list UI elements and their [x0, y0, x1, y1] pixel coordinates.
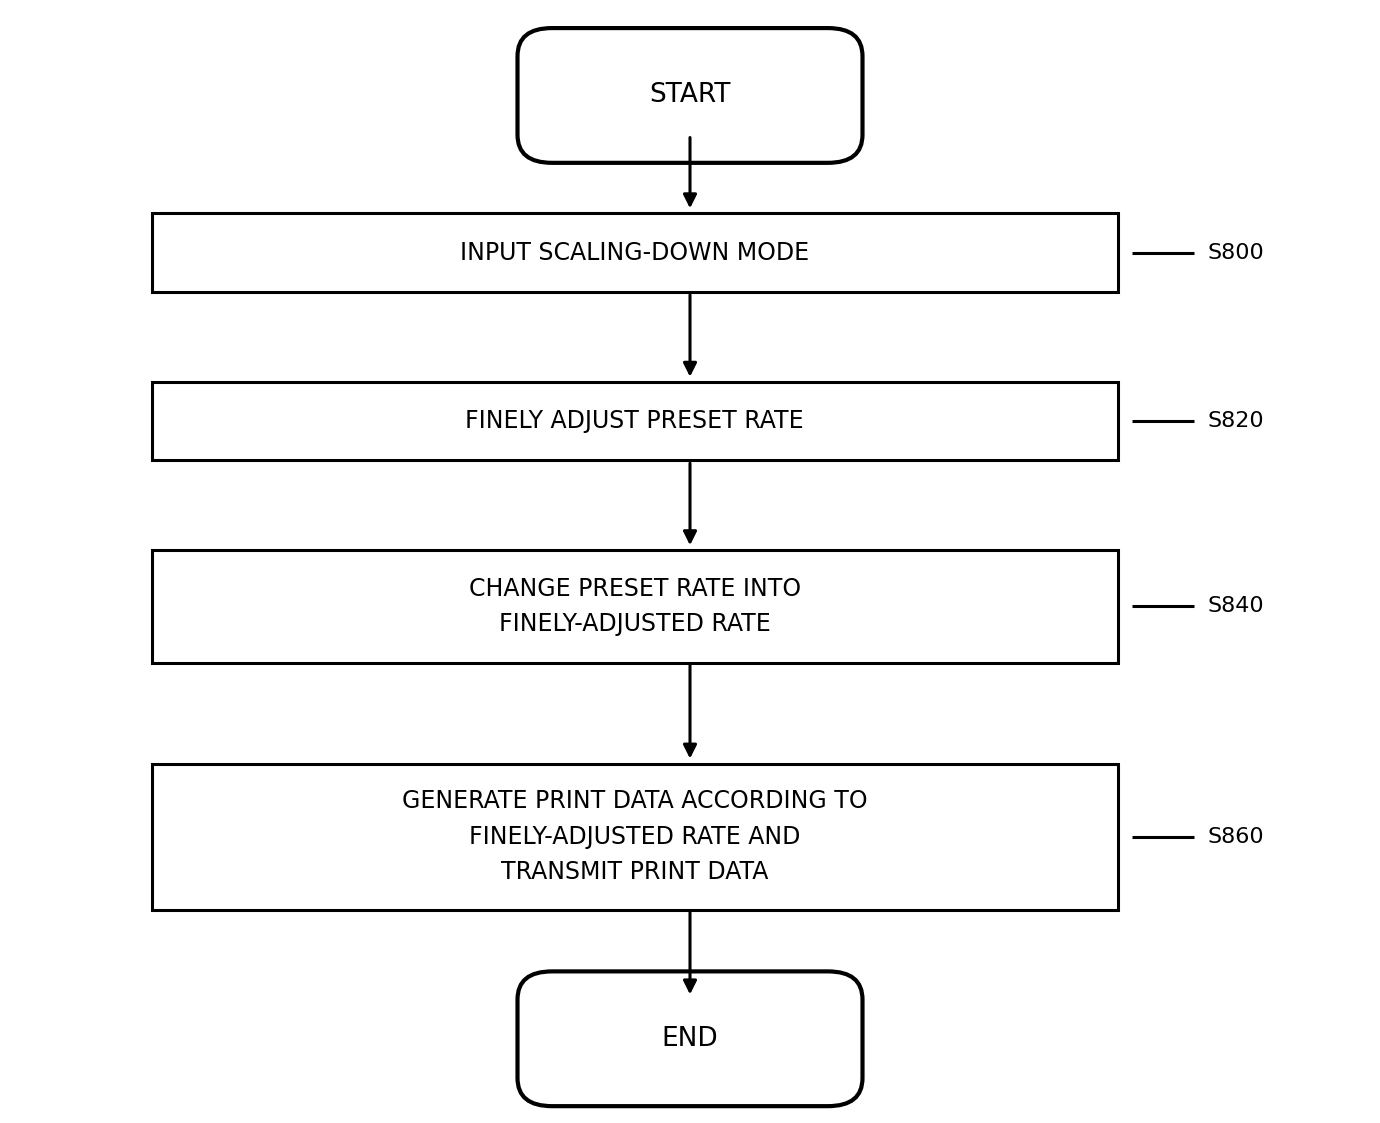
Text: END: END — [661, 1025, 719, 1052]
Text: S800: S800 — [1208, 243, 1264, 263]
Bar — [152, 550, 1118, 663]
Text: S860: S860 — [1208, 827, 1264, 847]
FancyBboxPatch shape — [518, 971, 862, 1106]
Bar — [152, 382, 1118, 460]
FancyBboxPatch shape — [518, 28, 862, 163]
Text: S820: S820 — [1208, 411, 1264, 431]
Bar — [152, 213, 1118, 292]
Text: FINELY ADJUST PRESET RATE: FINELY ADJUST PRESET RATE — [465, 409, 805, 433]
Bar — [152, 764, 1118, 910]
Text: CHANGE PRESET RATE INTO
FINELY-ADJUSTED RATE: CHANGE PRESET RATE INTO FINELY-ADJUSTED … — [469, 577, 800, 636]
Text: START: START — [649, 82, 731, 109]
Text: GENERATE PRINT DATA ACCORDING TO
FINELY-ADJUSTED RATE AND
TRANSMIT PRINT DATA: GENERATE PRINT DATA ACCORDING TO FINELY-… — [402, 789, 868, 884]
Text: S840: S840 — [1208, 596, 1264, 617]
Text: INPUT SCALING-DOWN MODE: INPUT SCALING-DOWN MODE — [461, 240, 809, 265]
